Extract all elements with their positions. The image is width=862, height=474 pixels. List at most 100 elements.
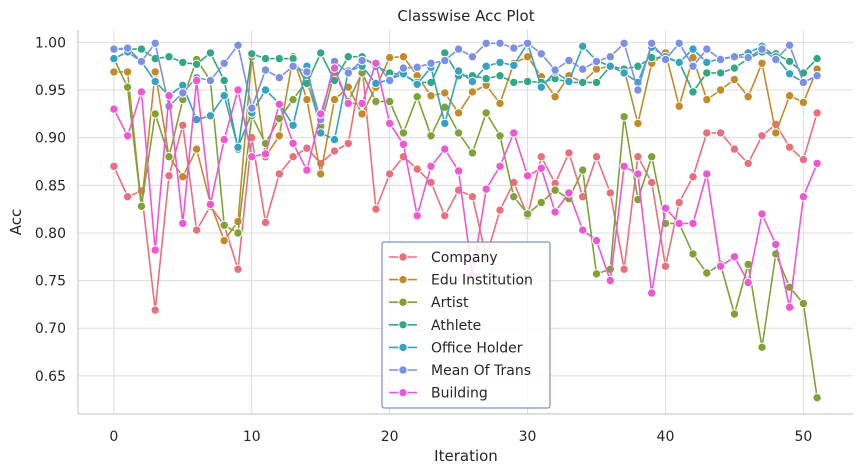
data-point-athlete <box>702 68 712 78</box>
data-point-edu-institution <box>674 101 684 111</box>
data-point-company <box>784 142 795 152</box>
data-point-company <box>660 261 671 271</box>
series-line-athlete <box>113 48 818 150</box>
data-point-building <box>771 239 781 250</box>
data-point-mean-of-trans <box>233 40 243 50</box>
data-point-office-holder <box>288 120 298 131</box>
data-point-company <box>536 152 546 162</box>
x-tick-label: 0 <box>109 429 118 445</box>
data-point-athlete <box>495 71 505 81</box>
data-point-company <box>164 171 174 181</box>
data-point-mean-of-trans <box>357 55 367 66</box>
data-point-mean-of-trans <box>398 63 409 73</box>
legend-swatch-marker <box>398 252 408 262</box>
data-point-building <box>412 211 422 221</box>
series-layer <box>109 38 822 403</box>
data-point-building <box>205 199 216 210</box>
legend-swatch-marker <box>398 297 408 307</box>
data-point-edu-institution <box>467 87 478 97</box>
data-point-building <box>371 58 381 68</box>
legend-swatch-marker <box>398 274 408 285</box>
series-line-company <box>113 65 818 311</box>
data-point-building <box>647 288 657 298</box>
data-point-athlete <box>191 59 202 70</box>
data-point-artist <box>164 152 174 162</box>
data-point-building <box>578 225 588 235</box>
data-point-building <box>702 169 712 179</box>
data-point-artist <box>578 165 588 175</box>
data-point-edu-institution <box>357 109 367 119</box>
data-point-athlete <box>343 52 353 62</box>
series-line-building <box>113 62 818 309</box>
data-point-athlete <box>688 87 698 97</box>
data-point-artist <box>453 128 464 138</box>
data-point-mean-of-trans <box>274 72 284 83</box>
data-point-artist <box>385 96 395 107</box>
data-point-athlete <box>260 53 271 64</box>
data-point-athlete <box>812 53 822 64</box>
data-point-mean-of-trans <box>660 54 671 65</box>
data-point-mean-of-trans <box>467 52 478 62</box>
data-point-edu-institution <box>757 58 767 68</box>
data-point-athlete <box>729 63 740 73</box>
data-point-edu-institution <box>316 169 326 179</box>
data-point-company <box>495 205 505 215</box>
data-point-edu-institution <box>426 91 436 101</box>
data-point-office-holder <box>481 61 491 71</box>
data-point-building <box>674 218 684 229</box>
data-point-edu-institution <box>591 64 602 74</box>
data-point-office-holder <box>150 76 160 87</box>
series-line-office-holder <box>113 42 818 148</box>
data-point-building <box>316 109 326 119</box>
data-point-artist <box>219 220 229 231</box>
data-point-company <box>150 305 160 315</box>
data-point-mean-of-trans <box>440 55 450 66</box>
data-point-building <box>495 161 505 172</box>
data-point-company <box>647 177 657 188</box>
data-point-edu-institution <box>191 144 202 154</box>
data-point-athlete <box>316 48 326 58</box>
data-point-athlete <box>578 77 588 88</box>
data-point-mean-of-trans <box>674 38 684 48</box>
data-point-artist <box>495 131 505 141</box>
data-point-company <box>385 169 395 179</box>
data-point-mean-of-trans <box>784 40 795 50</box>
data-point-building <box>288 138 298 149</box>
data-point-company <box>743 158 753 169</box>
data-point-company <box>329 146 340 156</box>
data-point-building <box>633 169 643 179</box>
data-point-company <box>715 128 726 138</box>
data-point-building <box>591 235 602 246</box>
data-point-artist <box>619 112 629 122</box>
data-point-building <box>343 98 353 109</box>
data-point-company <box>702 128 712 138</box>
data-point-company <box>564 148 574 158</box>
data-point-company <box>343 138 353 149</box>
data-point-edu-institution <box>771 128 781 138</box>
data-point-mean-of-trans <box>260 65 271 75</box>
y-tick-label: 1.00 <box>35 35 66 51</box>
data-point-building <box>164 91 174 101</box>
data-point-mean-of-trans <box>564 55 574 66</box>
data-point-company <box>412 164 422 174</box>
data-point-athlete <box>633 61 643 71</box>
data-point-office-holder <box>605 61 615 71</box>
data-point-company <box>591 152 602 162</box>
x-tick-label: 30 <box>519 429 537 445</box>
data-point-office-holder <box>674 57 684 68</box>
legend-item-edu-institution: Edu Institution <box>389 273 533 289</box>
data-point-artist <box>647 152 657 162</box>
data-point-mean-of-trans <box>536 49 546 59</box>
data-point-company <box>812 108 822 118</box>
data-point-building <box>233 85 243 95</box>
data-point-building <box>564 188 574 198</box>
data-point-company <box>798 154 809 165</box>
data-point-company <box>674 197 684 208</box>
data-point-artist <box>550 185 560 195</box>
legend-item-company: Company <box>389 250 498 266</box>
data-point-edu-institution <box>109 67 119 77</box>
data-point-building <box>136 87 147 97</box>
data-point-company <box>178 120 188 131</box>
data-point-office-holder <box>619 68 629 78</box>
data-point-mean-of-trans <box>178 88 188 98</box>
